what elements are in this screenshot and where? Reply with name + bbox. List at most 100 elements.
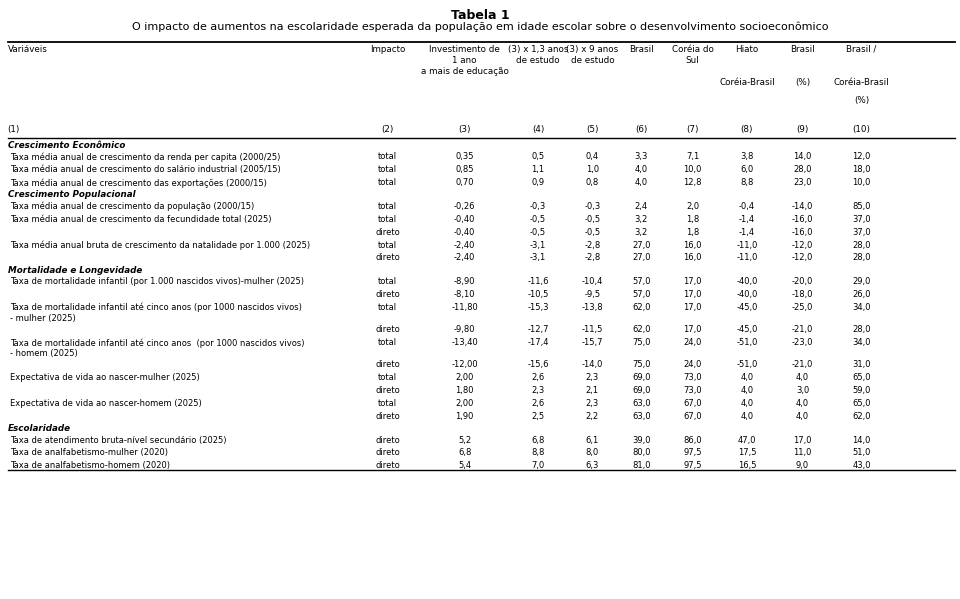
- Text: 0,4: 0,4: [586, 152, 599, 161]
- Text: 2,6: 2,6: [532, 373, 544, 382]
- Text: total: total: [378, 373, 397, 382]
- Text: direto: direto: [375, 461, 400, 470]
- Text: 57,0: 57,0: [632, 277, 651, 286]
- Text: Taxa de mortalidade infantil (por 1.000 nascidos vivos)-mulher (2025): Taxa de mortalidade infantil (por 1.000 …: [10, 277, 303, 286]
- Text: Taxa de mortalidade infantil até cinco anos (por 1000 nascidos vivos)
- mulher (: Taxa de mortalidade infantil até cinco a…: [10, 303, 301, 323]
- Text: -9,5: -9,5: [585, 290, 600, 299]
- Text: 4,0: 4,0: [740, 399, 754, 408]
- Text: -0,3: -0,3: [530, 202, 546, 211]
- Text: 59,0: 59,0: [852, 386, 871, 395]
- Text: 28,0: 28,0: [852, 253, 871, 262]
- Text: 81,0: 81,0: [632, 461, 651, 470]
- Text: direto: direto: [375, 290, 400, 299]
- Text: 29,0: 29,0: [852, 277, 871, 286]
- Text: 17,0: 17,0: [684, 325, 702, 334]
- Text: 3,8: 3,8: [740, 152, 754, 161]
- Text: direto: direto: [375, 386, 400, 395]
- Text: -3,1: -3,1: [530, 253, 546, 262]
- Text: 31,0: 31,0: [852, 360, 871, 369]
- Text: -15,7: -15,7: [582, 338, 603, 347]
- Text: -0,26: -0,26: [454, 202, 475, 211]
- Text: total: total: [378, 165, 397, 174]
- Text: 80,0: 80,0: [632, 449, 651, 458]
- Text: 9,0: 9,0: [796, 461, 809, 470]
- Text: total: total: [378, 178, 397, 187]
- Text: 67,0: 67,0: [684, 412, 702, 420]
- Text: -2,8: -2,8: [585, 241, 600, 250]
- Text: 65,0: 65,0: [852, 399, 871, 408]
- Text: Variáveis: Variáveis: [8, 45, 48, 54]
- Text: 0,5: 0,5: [532, 152, 544, 161]
- Text: 69,0: 69,0: [632, 373, 651, 382]
- Text: 62,0: 62,0: [632, 325, 651, 334]
- Text: 10,0: 10,0: [684, 165, 702, 174]
- Text: 2,5: 2,5: [532, 412, 544, 420]
- Text: Coréia do
Sul: Coréia do Sul: [672, 45, 713, 65]
- Text: 6,3: 6,3: [586, 461, 599, 470]
- Text: 37,0: 37,0: [852, 228, 871, 237]
- Text: -11,0: -11,0: [736, 241, 757, 250]
- Text: -20,0: -20,0: [792, 277, 813, 286]
- Text: -40,0: -40,0: [736, 277, 757, 286]
- Text: 16,0: 16,0: [684, 241, 702, 250]
- Text: -2,40: -2,40: [454, 241, 475, 250]
- Text: 27,0: 27,0: [632, 253, 651, 262]
- Text: 1,80: 1,80: [455, 386, 474, 395]
- Text: 65,0: 65,0: [852, 373, 871, 382]
- Text: 34,0: 34,0: [852, 303, 871, 312]
- Text: 97,5: 97,5: [684, 449, 702, 458]
- Text: direto: direto: [375, 253, 400, 262]
- Text: 6,8: 6,8: [458, 449, 471, 458]
- Text: Taxa de analfabetismo-mulher (2020): Taxa de analfabetismo-mulher (2020): [10, 449, 168, 458]
- Text: 4,0: 4,0: [635, 178, 648, 187]
- Text: Impacto: Impacto: [371, 45, 405, 54]
- Text: 1,90: 1,90: [455, 412, 474, 420]
- Text: (%): (%): [795, 78, 810, 87]
- Text: Hiato: Hiato: [735, 45, 758, 54]
- Text: 26,0: 26,0: [852, 290, 871, 299]
- Text: 6,0: 6,0: [740, 165, 754, 174]
- Text: total: total: [378, 202, 397, 211]
- Text: 2,2: 2,2: [586, 412, 599, 420]
- Text: (8): (8): [740, 125, 754, 134]
- Text: Taxa média anual de crescimento da fecundidade total (2025): Taxa média anual de crescimento da fecun…: [10, 215, 271, 224]
- Text: 8,8: 8,8: [740, 178, 754, 187]
- Text: -15,3: -15,3: [527, 303, 549, 312]
- Text: (3) x 9 anos
de estudo: (3) x 9 anos de estudo: [566, 45, 618, 65]
- Text: 1,8: 1,8: [686, 215, 699, 224]
- Text: -21,0: -21,0: [792, 325, 813, 334]
- Text: -12,0: -12,0: [792, 253, 813, 262]
- Text: 4,0: 4,0: [635, 165, 648, 174]
- Text: 3,0: 3,0: [796, 386, 809, 395]
- Text: -16,0: -16,0: [792, 228, 813, 237]
- Text: (7): (7): [686, 125, 699, 134]
- Text: -18,0: -18,0: [792, 290, 813, 299]
- Text: direto: direto: [375, 412, 400, 420]
- Text: Investimento de
1 ano
a mais de educação: Investimento de 1 ano a mais de educação: [420, 45, 509, 76]
- Text: Coréia-Brasil: Coréia-Brasil: [834, 78, 889, 87]
- Text: (3): (3): [458, 125, 471, 134]
- Text: total: total: [378, 303, 397, 312]
- Text: -15,6: -15,6: [527, 360, 549, 369]
- Text: 3,3: 3,3: [635, 152, 648, 161]
- Text: Coréia-Brasil: Coréia-Brasil: [719, 78, 775, 87]
- Text: 0,9: 0,9: [532, 178, 544, 187]
- Text: 0,35: 0,35: [455, 152, 474, 161]
- Text: 12,0: 12,0: [852, 152, 871, 161]
- Text: -3,1: -3,1: [530, 241, 546, 250]
- Text: 2,1: 2,1: [586, 386, 599, 395]
- Text: 47,0: 47,0: [737, 435, 756, 444]
- Text: Tabela 1: Tabela 1: [450, 9, 510, 22]
- Text: Mortalidade e Longevidade: Mortalidade e Longevidade: [8, 266, 142, 275]
- Text: 2,4: 2,4: [635, 202, 648, 211]
- Text: -1,4: -1,4: [739, 228, 755, 237]
- Text: (9): (9): [797, 125, 808, 134]
- Text: 7,0: 7,0: [532, 461, 544, 470]
- Text: (2): (2): [382, 125, 394, 134]
- Text: 2,6: 2,6: [532, 399, 544, 408]
- Text: 0,85: 0,85: [455, 165, 474, 174]
- Text: 8,8: 8,8: [532, 449, 544, 458]
- Text: -12,0: -12,0: [792, 241, 813, 250]
- Text: -11,5: -11,5: [582, 325, 603, 334]
- Text: -51,0: -51,0: [736, 338, 757, 347]
